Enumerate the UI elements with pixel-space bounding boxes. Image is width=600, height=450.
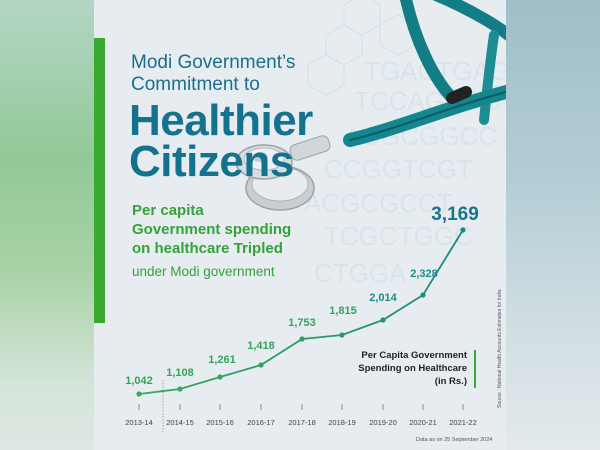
x-label-2013-14: 2013-14 [125,418,153,427]
title-healthier: Healthier [129,96,313,145]
x-label-2019-20: 2019-20 [369,418,397,427]
legend-accent-bar [474,350,476,388]
x-label-2018-19: 2018-19 [328,418,356,427]
accent-bar [94,38,105,323]
value-label-2019-20: 2,014 [369,292,397,304]
infographic-card: TGACTGAG TCCAGTGG ACGCGGCC CCGGTCGT ACGC… [94,0,506,450]
legend-line-1: Per Capita Government [361,350,467,361]
value-label-2020-21: 2,328 [410,268,438,280]
svg-text:TCGCTGGC: TCGCTGGC [324,221,473,251]
subheading-line-3: on healthcare Tripled [132,240,283,257]
value-label-2015-16: 1,261 [208,354,236,366]
value-label-2013-14: 1,042 [125,375,153,387]
date-note: Data as on 25 September 2024 [416,437,493,443]
dna-background-pattern: TGACTGAG TCCAGTGG ACGCGGCC CCGGTCGT ACGC… [235,0,506,288]
subheading-line-2: Government spending [132,221,292,238]
svg-text:ACGCGCCT: ACGCGCCT [304,188,453,218]
legend-line-2: Spending on Healthcare [358,363,467,374]
chart-legend: Per Capita Government Spending on Health… [340,349,467,388]
x-label-2015-16: 2015-16 [206,418,234,427]
value-label-2014-15: 1,108 [166,367,194,379]
title-citizens: Citizens [129,137,294,186]
legend-line-3: (in Rs.) [434,376,467,387]
subheading-line-1: Per capita [132,202,204,219]
left-background [0,0,94,450]
x-axis-ticks [138,404,464,410]
right-background [506,0,600,450]
x-label-2021-22: 2021-22 [449,418,477,427]
x-label-2014-15: 2014-15 [166,418,194,427]
value-label-2018-19: 1,815 [329,305,357,317]
value-label-2021-22: 3,169 [431,204,479,225]
value-label-2017-18: 1,753 [288,317,316,329]
subheading-line-4: under Modi government [132,264,275,279]
svg-text:CCGGTCGT: CCGGTCGT [324,154,473,184]
title-line-2: Commitment to [131,74,260,95]
svg-text:CTGGA: CTGGA [314,258,407,288]
title-line-1: Modi Government’s [131,52,296,73]
source-note: Source : National Health Accounts Estima… [497,289,503,408]
value-label-2016-17: 1,418 [247,340,275,352]
x-label-2020-21: 2020-21 [409,418,437,427]
data-points [136,227,466,397]
x-label-2017-18: 2017-18 [288,418,316,427]
x-label-2016-17: 2016-17 [247,418,275,427]
